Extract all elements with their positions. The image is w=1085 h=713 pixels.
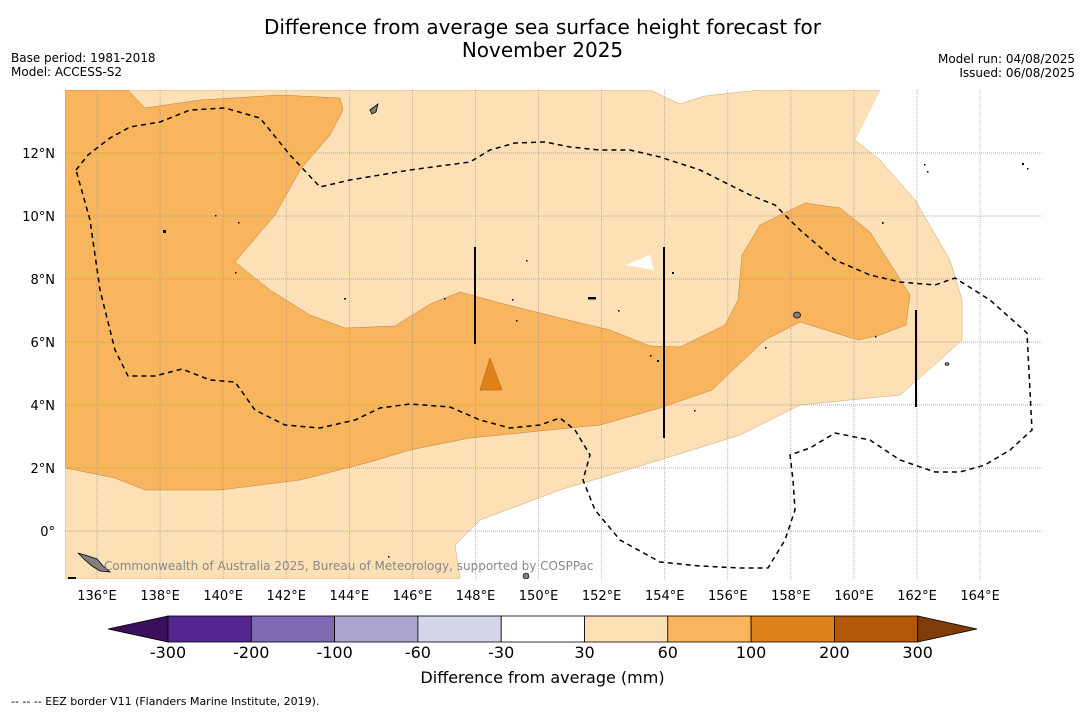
longitude-label: 140°E bbox=[203, 589, 243, 604]
latitude-label: 10°N bbox=[22, 210, 55, 225]
base-period-text: Base period: 1981-2018 bbox=[11, 51, 156, 65]
model-run-text: Model run: 04/08/2025 bbox=[937, 52, 1075, 66]
colorbar-segment bbox=[167, 615, 252, 643]
colorbar-tick-label: 100 bbox=[735, 643, 767, 662]
island-chuuk bbox=[793, 311, 801, 319]
longitude-label: 154°E bbox=[645, 589, 685, 604]
colorbar-segment bbox=[334, 615, 419, 643]
colorbar-title: Difference from average (mm) bbox=[420, 668, 665, 687]
map-title-line1: Difference from average sea surface heig… bbox=[263, 15, 822, 39]
colorbar-segment bbox=[667, 615, 752, 643]
eez-footnote: -- -- -- EEZ border V11 (Flanders Marine… bbox=[11, 695, 320, 708]
neutral-region-northeast bbox=[855, 90, 1042, 140]
base-info: Base period: 1981-2018 Model: ACCESS-S2 bbox=[11, 51, 156, 79]
colorbar-segment bbox=[834, 615, 919, 643]
latitude-label: 0° bbox=[40, 525, 55, 540]
issued-text: Issued: 06/08/2025 bbox=[959, 66, 1075, 80]
longitude-label: 156°E bbox=[708, 589, 748, 604]
eez-border bbox=[75, 107, 1033, 569]
colorbar-segment bbox=[750, 615, 835, 643]
anomaly-region-60-100 bbox=[65, 90, 911, 491]
colorbar-tick-label: -60 bbox=[404, 643, 431, 662]
colorbar-extend-min bbox=[107, 615, 169, 643]
latitude-label: 12°N bbox=[22, 147, 55, 162]
colorbar-tick-label: -200 bbox=[233, 643, 270, 662]
longitude-label: 144°E bbox=[330, 589, 370, 604]
colorbar-segment bbox=[500, 615, 585, 643]
longitude-label: 150°E bbox=[519, 589, 559, 604]
island-new-guinea bbox=[77, 552, 112, 573]
colorbar-tick-label: 200 bbox=[819, 643, 850, 662]
latitude-label: 4°N bbox=[31, 399, 56, 414]
longitude-label: 160°E bbox=[834, 589, 874, 604]
model-text: Model: ACCESS-S2 bbox=[11, 65, 123, 79]
copyright-watermark: Commonwealth of Australia 2025, Bureau o… bbox=[104, 559, 594, 573]
longitude-label: 158°E bbox=[771, 589, 811, 604]
latitude-label: 6°N bbox=[31, 336, 56, 351]
colorbar bbox=[107, 615, 978, 643]
longitude-labels: 136°E 138°E 140°E 142°E 144°E 146°E 148°E 150°E… bbox=[77, 589, 1000, 604]
island-pohnpei bbox=[944, 362, 950, 366]
colorbar-tick-label: 300 bbox=[902, 643, 933, 662]
anomaly-region-100-200 bbox=[479, 357, 503, 391]
graticule bbox=[65, 90, 1042, 579]
latitude-label: 8°N bbox=[31, 273, 56, 288]
longitude-label: 136°E bbox=[77, 589, 117, 604]
island-small-bottom bbox=[522, 572, 530, 579]
colorbar-tick-label: -300 bbox=[149, 643, 187, 662]
map-title-line2: November 2025 bbox=[461, 38, 624, 62]
neutral-patch bbox=[625, 255, 654, 270]
run-info: Model run: 04/08/2025 Issued: 06/08/2025 bbox=[938, 52, 1075, 80]
colorbar-segment bbox=[250, 615, 336, 643]
longitude-label: 152°E bbox=[582, 589, 622, 604]
map-plot-area: Commonwealth of Australia 2025, Bureau o… bbox=[65, 90, 1042, 579]
colorbar-tick-label: 60 bbox=[657, 643, 678, 662]
colorbar-tick-label: -30 bbox=[488, 643, 515, 662]
longitude-label: 148°E bbox=[456, 589, 496, 604]
colorbar-segment bbox=[417, 615, 502, 643]
longitude-label: 162°E bbox=[897, 589, 937, 604]
colorbar-tick-label: -100 bbox=[316, 643, 353, 662]
atoll-dots bbox=[68, 163, 1029, 579]
latitude-label: 2°N bbox=[31, 462, 56, 477]
longitude-label: 142°E bbox=[266, 589, 306, 604]
longitude-label: 164°E bbox=[960, 589, 1000, 604]
latitude-labels: 12°N 10°N 8°N 6°N 4°N 2°N 0° bbox=[22, 147, 55, 540]
island-northwest bbox=[369, 103, 379, 115]
colorbar-tick-label: 30 bbox=[574, 643, 595, 662]
longitude-label: 138°E bbox=[140, 589, 180, 604]
colorbar-extend-max bbox=[917, 615, 978, 643]
colorbar-segment bbox=[584, 615, 669, 643]
longitude-label: 146°E bbox=[393, 589, 433, 604]
